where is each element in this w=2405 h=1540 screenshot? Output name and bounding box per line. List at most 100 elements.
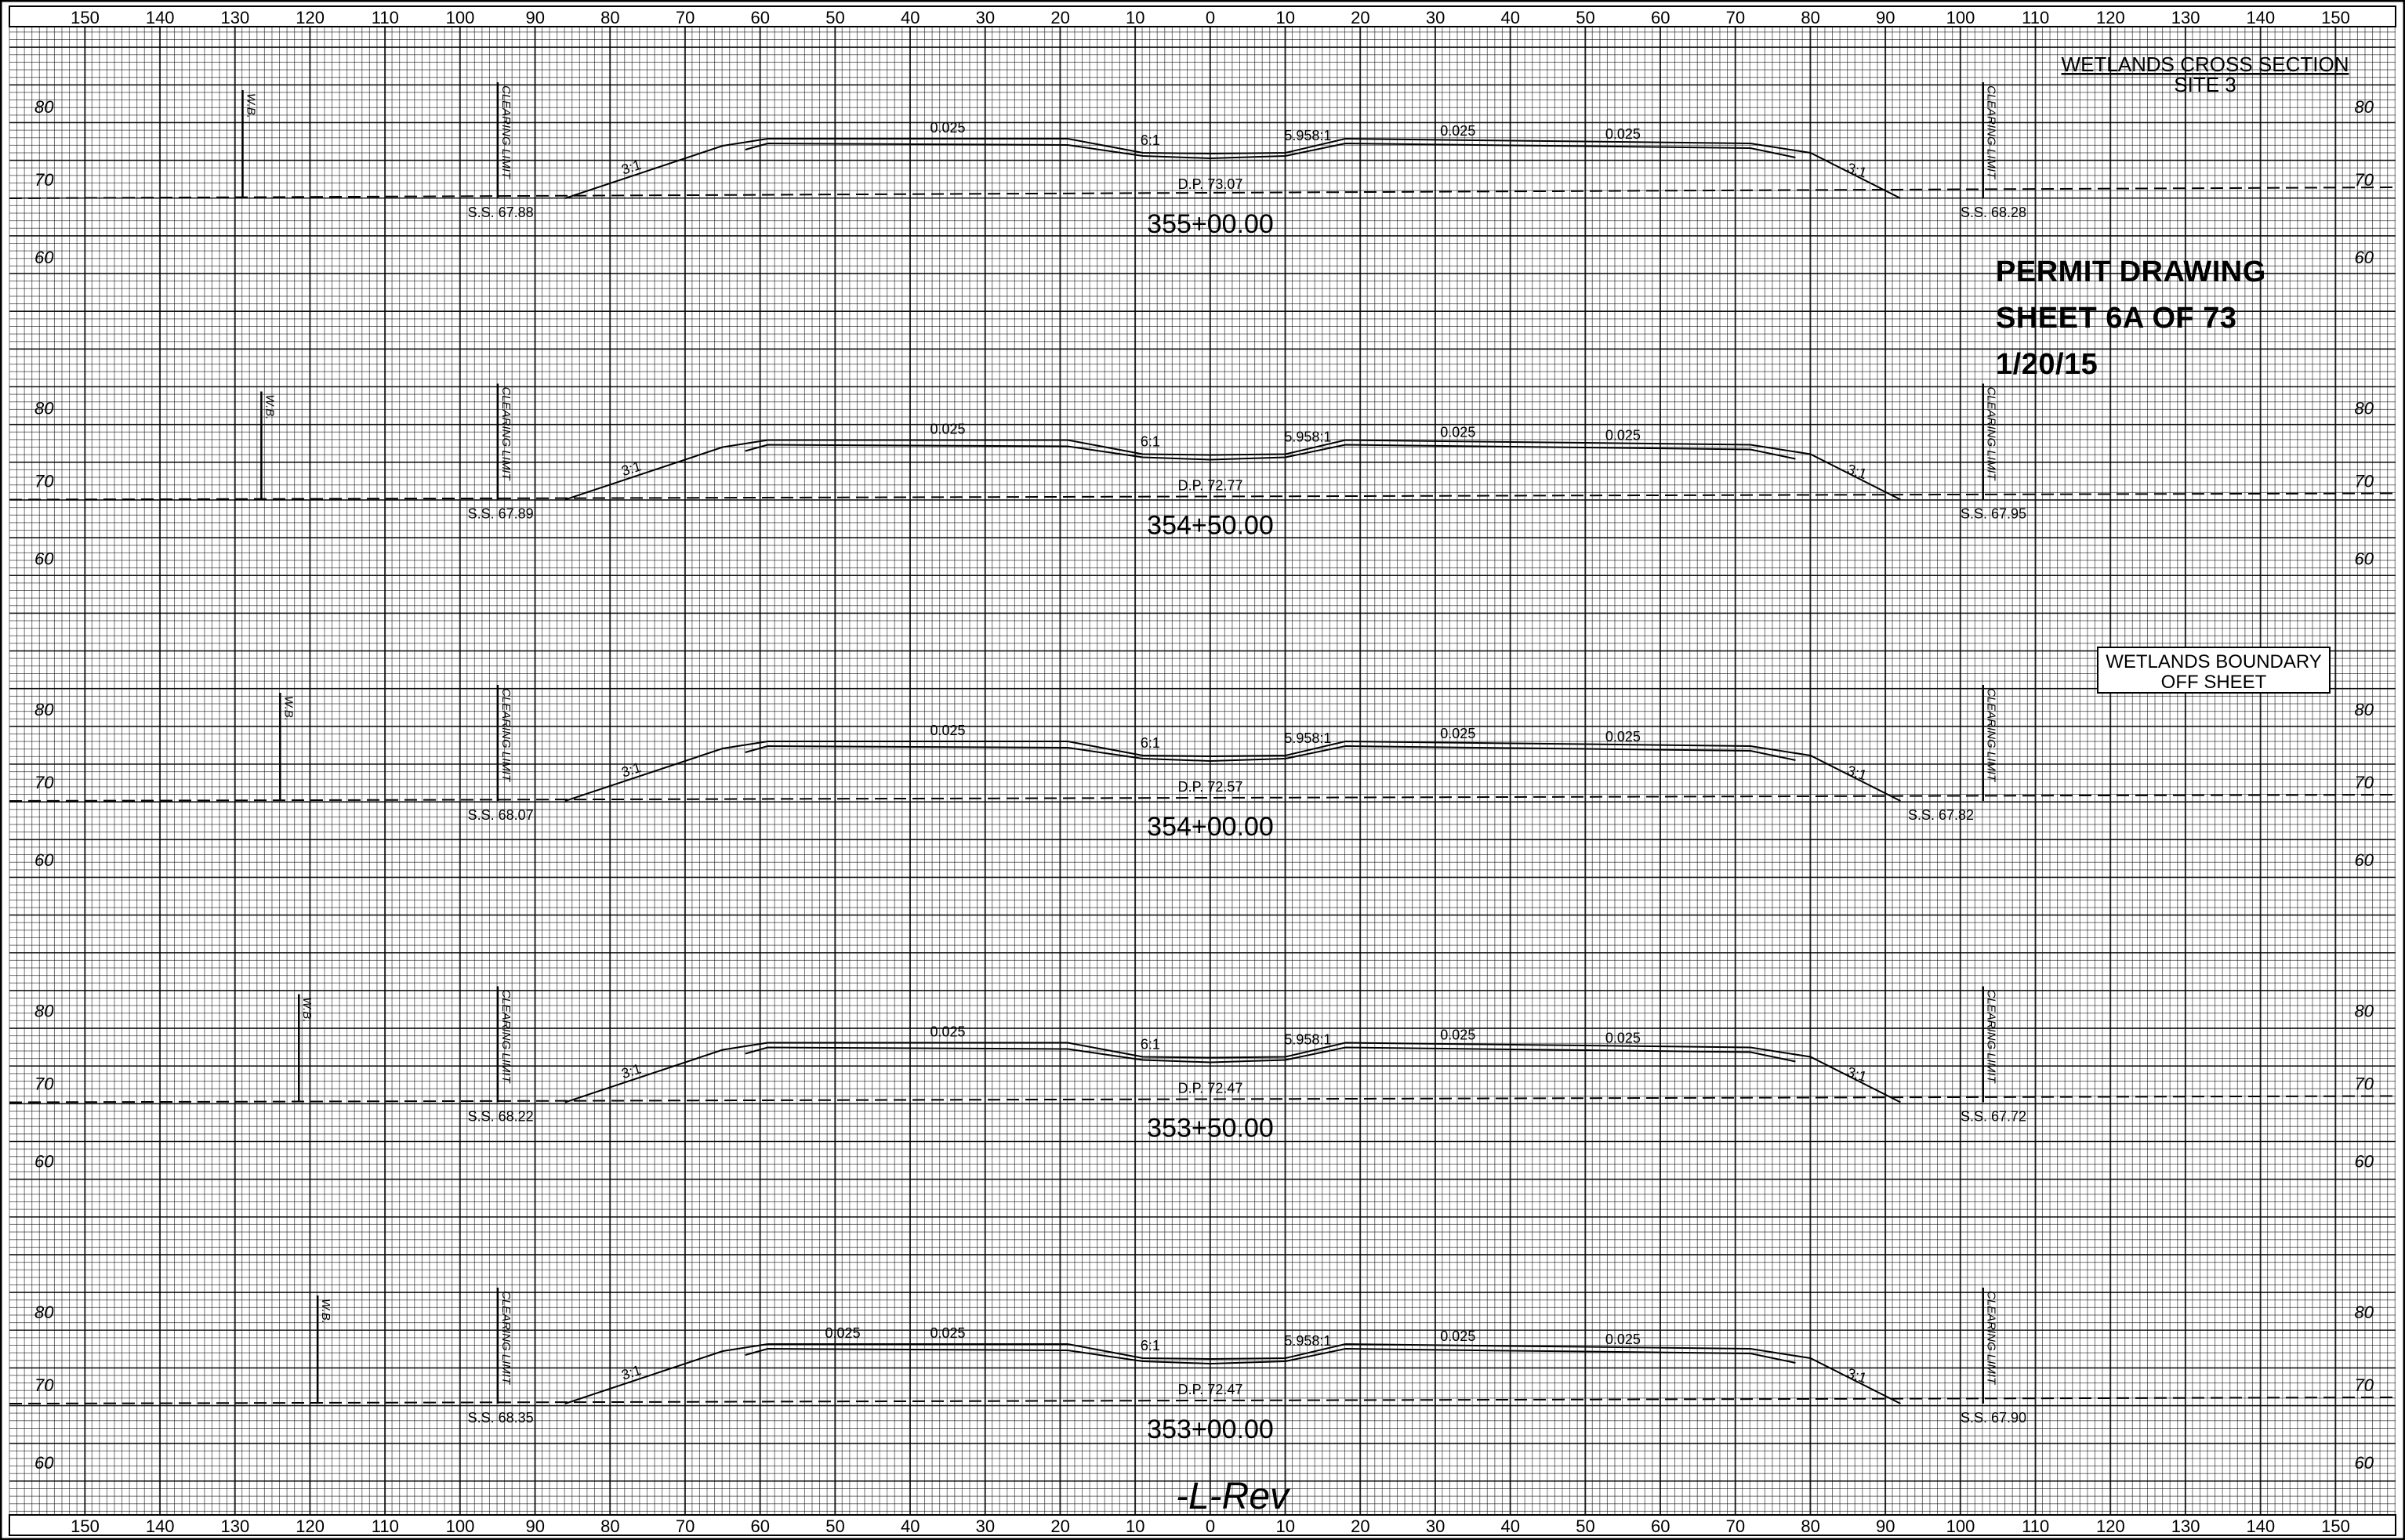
x-axis-label: 60	[1651, 1516, 1670, 1536]
x-axis-label: 30	[976, 1516, 995, 1536]
subgrade-profile	[745, 1046, 1796, 1064]
existing-ground-line	[9, 1397, 2396, 1404]
elevation-label: 60	[2355, 1152, 2374, 1172]
cross-slope-label: 0.025	[1605, 428, 1641, 444]
x-axis-label: 150	[2321, 1516, 2350, 1536]
x-axis-label: 0	[1206, 8, 1215, 27]
elevation-label: 80	[34, 97, 54, 117]
permit-line1: PERMIT DRAWING	[1996, 255, 2266, 288]
x-axis-label: 40	[1501, 1516, 1520, 1536]
x-axis-label: 50	[825, 8, 844, 27]
cross-slope-label: 0.025	[1605, 1332, 1641, 1347]
x-axis-label: 30	[1426, 1516, 1445, 1536]
x-axis-label: 100	[1946, 1516, 1975, 1536]
x-axis-label: 100	[446, 8, 475, 27]
subgrade-profile	[745, 745, 1796, 763]
x-axis-label: 140	[146, 1516, 175, 1536]
clearing-limit-label: CLEARING LIMIT	[499, 387, 513, 482]
x-axis-label: 0	[1206, 1516, 1215, 1536]
wetland-boundary-label: W.B.	[281, 696, 295, 721]
x-axis-label: 40	[1501, 8, 1520, 27]
elevation-label: 70	[34, 170, 54, 190]
ditch-slope-label: 6:1	[1141, 132, 1160, 148]
elevation-label: 60	[2355, 549, 2374, 569]
ditch-point-label: D.P. 72.77	[1178, 478, 1243, 494]
elevation-label: 70	[34, 773, 54, 792]
station-label: 355+00.00	[1147, 209, 1274, 239]
slope-stake-left: S.S. 68.35	[468, 1410, 534, 1426]
x-axis-label: 20	[1050, 1516, 1069, 1536]
slope-stake-right: S.S. 67.82	[1908, 807, 1974, 823]
x-axis-label: 130	[2171, 1516, 2200, 1536]
cross-slope-label: 0.025	[930, 1325, 966, 1341]
ditch-point-label: D.P. 73.07	[1178, 176, 1243, 192]
boundary-note-box	[2097, 647, 2331, 694]
cross-slope-label: 0.025	[1605, 729, 1641, 745]
elevation-label: 60	[2355, 1453, 2374, 1473]
slope-stake-right: S.S. 68.28	[1961, 205, 2026, 220]
x-axis-label: 80	[600, 1516, 619, 1536]
x-axis-label: 50	[1576, 8, 1594, 27]
clearing-limit-label: CLEARING LIMIT	[1985, 1291, 1998, 1386]
x-axis-label: 30	[1426, 8, 1445, 27]
elevation-label: 70	[2355, 773, 2374, 792]
x-axis-label: 70	[676, 8, 695, 27]
x-axis-label: 110	[2022, 8, 2049, 27]
x-axis-label: 70	[1726, 1516, 1745, 1536]
x-axis-label: 60	[751, 1516, 770, 1536]
station-label: 353+00.00	[1147, 1415, 1274, 1444]
cross-slope-label: 0.025	[1440, 726, 1475, 741]
clearing-limit-label: CLEARING LIMIT	[1985, 387, 1998, 482]
ditch-point-label: D.P. 72.47	[1178, 1382, 1243, 1397]
x-axis-label: 150	[2321, 8, 2350, 27]
x-axis-label: 130	[2171, 8, 2200, 27]
elevation-label: 60	[2355, 850, 2374, 870]
elevation-label: 70	[2355, 1074, 2374, 1094]
x-axis-label: 150	[71, 1516, 100, 1536]
slope-stake-right: S.S. 67.95	[1961, 506, 2026, 522]
ditch-slope-label: 6:1	[1141, 1338, 1160, 1353]
x-axis-label: 150	[71, 8, 100, 27]
elevation-label: 70	[2355, 1375, 2374, 1395]
station-label: 354+50.00	[1147, 511, 1274, 541]
x-axis-label: 110	[372, 1516, 399, 1536]
x-axis-label: 50	[825, 1516, 844, 1536]
elevation-label: 70	[2355, 472, 2374, 491]
clearing-limit-label: CLEARING LIMIT	[1985, 990, 1998, 1085]
station-label: 353+50.00	[1147, 1114, 1274, 1143]
elevation-label: 80	[34, 700, 54, 719]
ditch-slope-label: 5.958:1	[1284, 1032, 1331, 1048]
elevation-label: 70	[34, 472, 54, 491]
x-axis-label: 140	[146, 8, 175, 27]
roadway-profile	[564, 439, 1901, 501]
x-axis-label: 110	[2022, 1516, 2049, 1536]
x-axis-label: 120	[2096, 1516, 2125, 1536]
cross-slope-label: 0.025	[1605, 1031, 1641, 1046]
permit-drawing-stamp: PERMIT DRAWING SHEET 6A OF 73 1/20/15	[1996, 249, 2266, 388]
roadway-profile	[564, 1042, 1901, 1103]
x-axis-label: 90	[1876, 8, 1895, 27]
slope-stake-left: S.S. 67.89	[468, 506, 534, 522]
clearing-limit-label: CLEARING LIMIT	[499, 1291, 513, 1386]
x-axis-label: 10	[1126, 8, 1144, 27]
x-axis-label: 30	[976, 8, 995, 27]
boundary-note-line1: WETLANDS BOUNDARY	[2106, 651, 2322, 672]
elevation-label: 60	[34, 1152, 54, 1172]
x-axis-label: 100	[446, 1516, 475, 1536]
x-axis-label: 20	[1351, 8, 1369, 27]
existing-ground-line	[9, 794, 2396, 802]
elevation-label: 80	[2355, 1002, 2374, 1021]
wetland-boundary-label: W.B.	[300, 998, 314, 1023]
cross-slope-label: 0.025	[930, 120, 966, 136]
ditch-slope-label: 6:1	[1141, 1037, 1160, 1053]
ditch-point-label: D.P. 72.57	[1178, 779, 1243, 795]
x-axis-label: 90	[525, 1516, 544, 1536]
x-axis-label: 80	[1801, 8, 1819, 27]
cross-slope-label: 0.025	[1440, 1328, 1475, 1344]
x-axis-label: 70	[676, 1516, 695, 1536]
